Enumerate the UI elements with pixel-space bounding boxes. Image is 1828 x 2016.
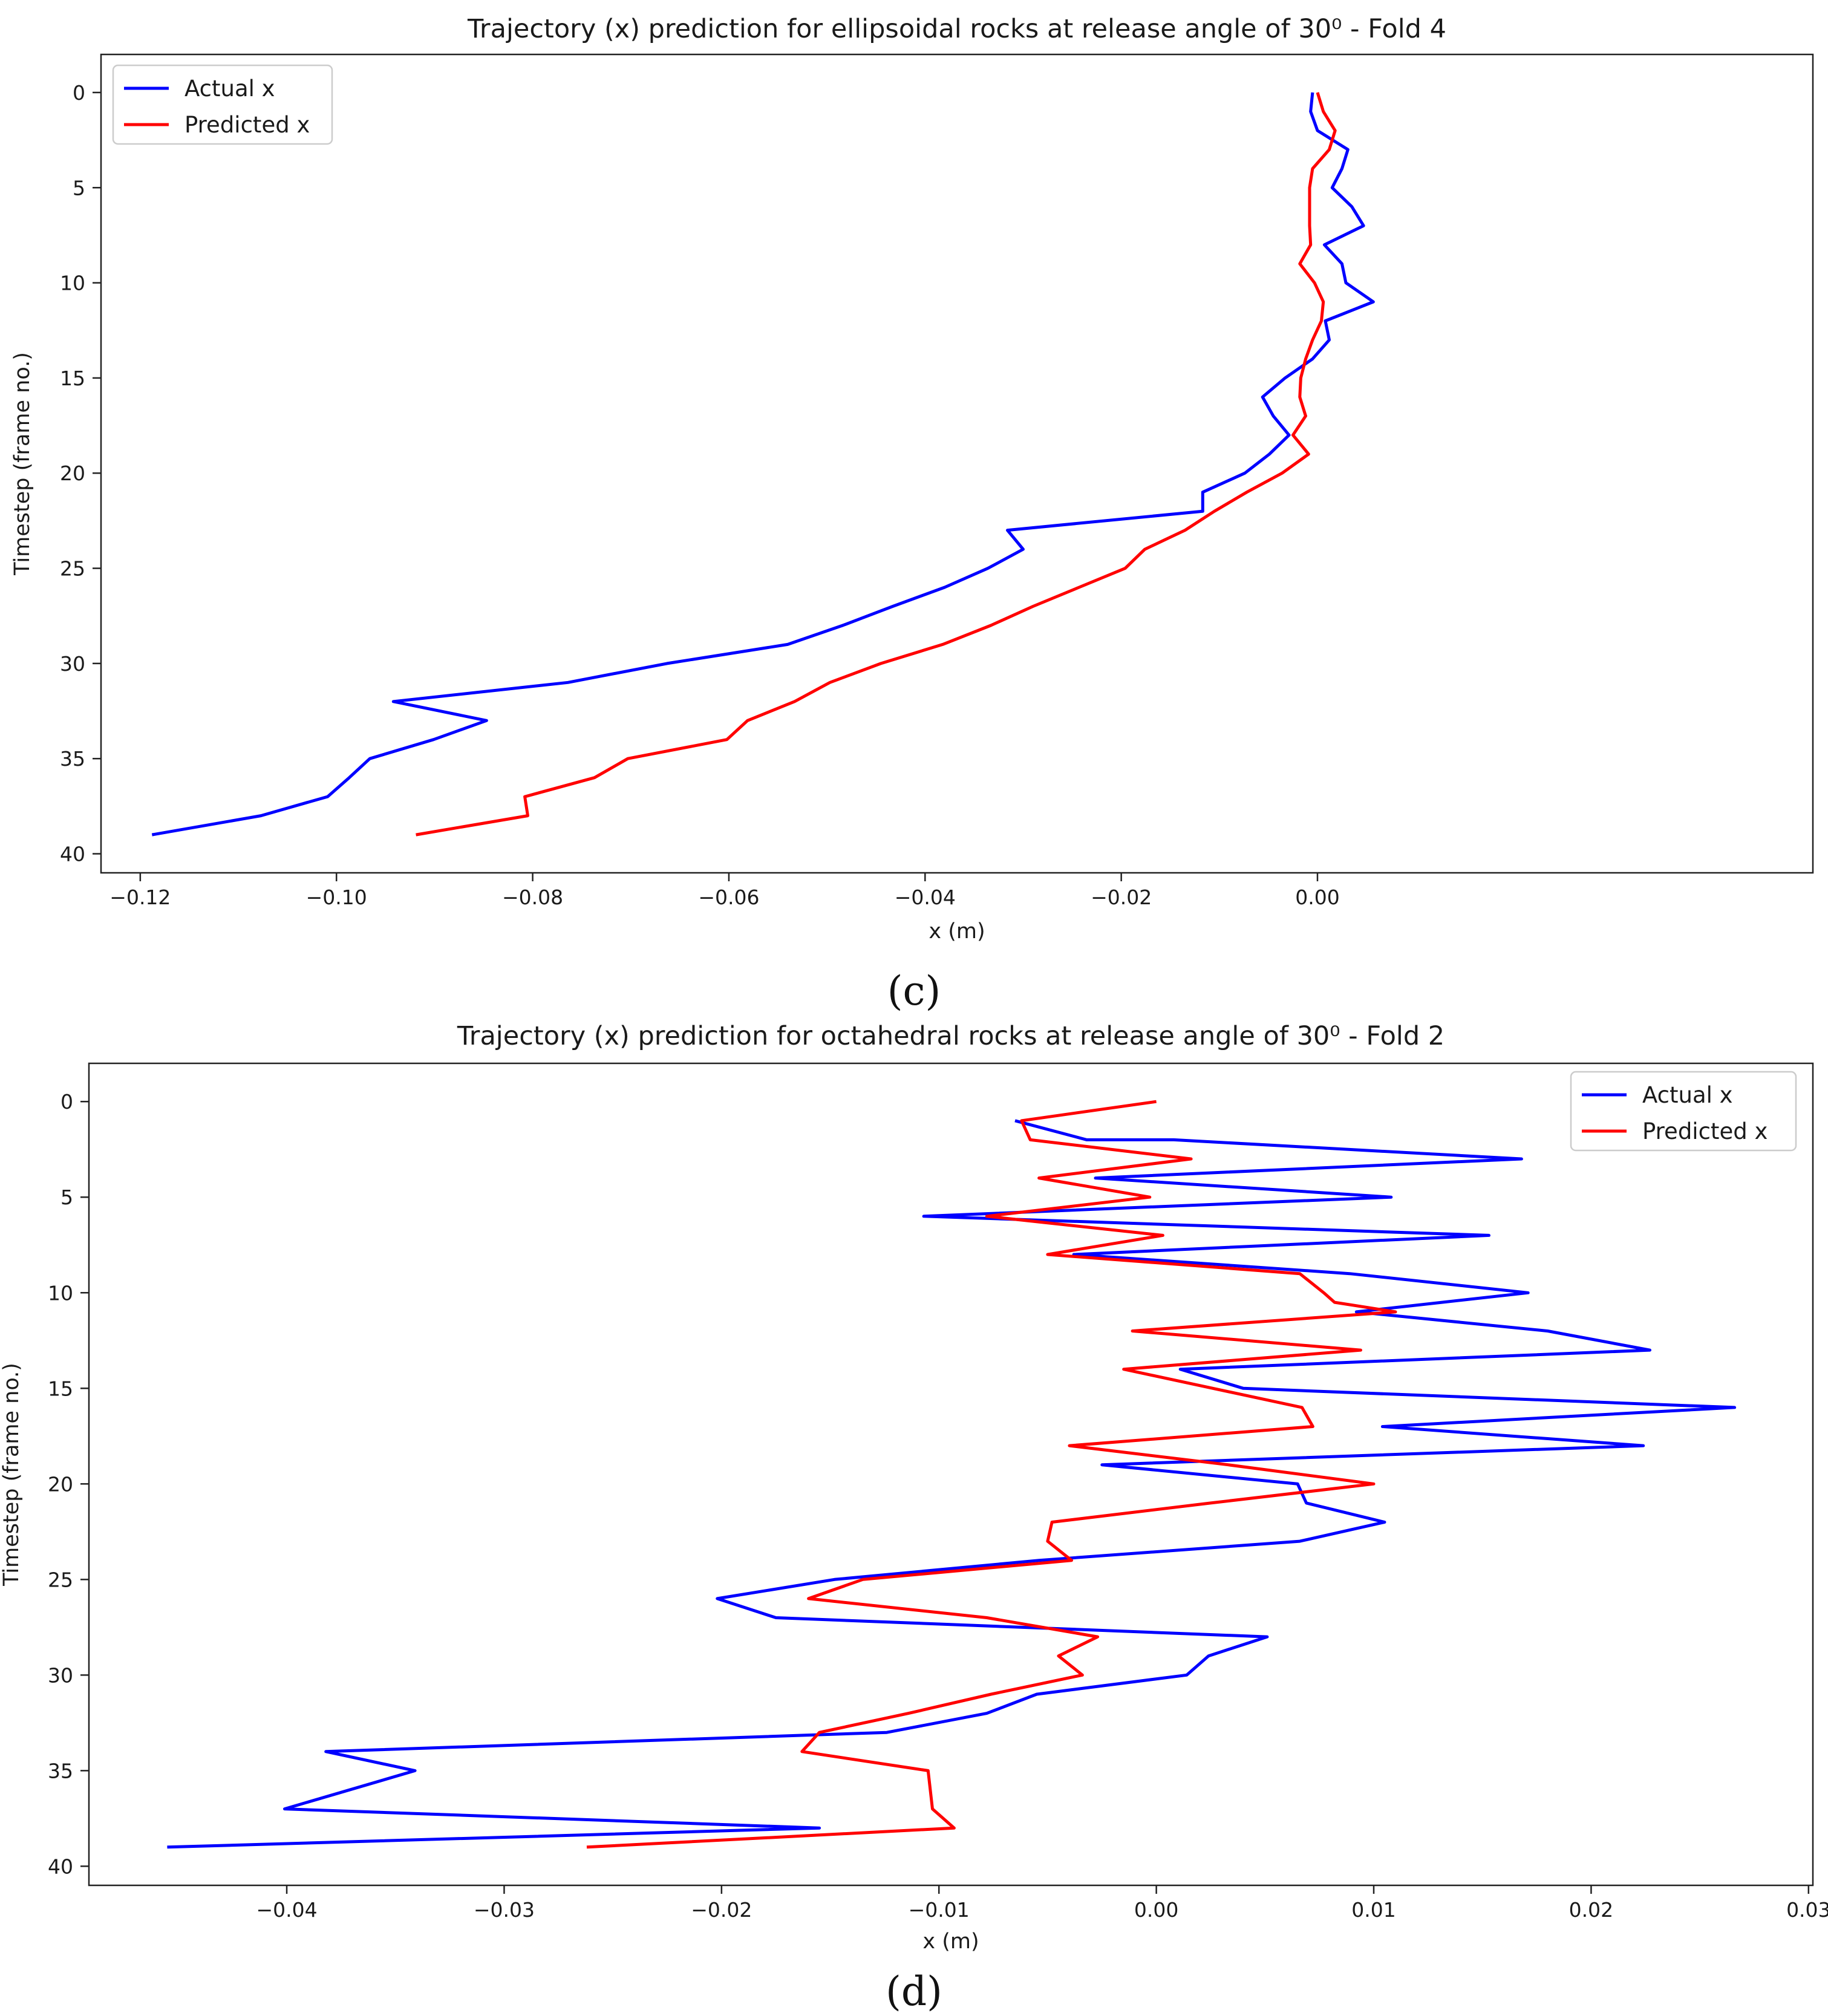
x-axis-label: x (m) — [929, 919, 985, 944]
plot-frame — [88, 1062, 1814, 1887]
y-tick-label: 35 — [48, 1759, 73, 1783]
y-tick-label: 40 — [48, 1855, 73, 1878]
chart-panel-1: Trajectory (x) prediction for ellipsoida… — [10, 14, 1814, 1014]
y-axis-label: Timestep (frame no.) — [0, 1363, 24, 1587]
x-tick-label: −0.02 — [1091, 886, 1152, 909]
x-tick-label: 0.02 — [1569, 1898, 1613, 1922]
legend-entry: Predicted x — [184, 112, 310, 138]
chart-title: Trajectory (x) prediction for ellipsoida… — [467, 14, 1446, 44]
plot-frame — [100, 53, 1814, 874]
series-line-predicted-x — [416, 92, 1337, 837]
y-tick-label: 5 — [60, 1186, 73, 1209]
series-line-actual-x — [167, 1119, 1737, 1849]
legend-box — [1570, 1071, 1797, 1152]
legend: Actual x Predicted x — [112, 64, 333, 145]
y-tick-label: 25 — [48, 1568, 73, 1591]
legend-entry: Actual x — [1642, 1082, 1733, 1108]
panel-label: (c) — [887, 968, 941, 1014]
x-tick-label: −0.08 — [502, 886, 563, 909]
y-tick-label: 0 — [73, 81, 85, 105]
y-tick-label: 20 — [60, 462, 85, 485]
y-tick-label: 15 — [48, 1377, 73, 1400]
series-line-actual-x — [151, 92, 1375, 837]
y-tick-label: 10 — [48, 1281, 73, 1305]
series-group — [151, 92, 1375, 837]
x-tick-label: −0.04 — [895, 886, 956, 909]
chart-title: Trajectory (x) prediction for octahedral… — [457, 1021, 1444, 1051]
x-tick-label: −0.12 — [109, 886, 171, 909]
x-tick-label: −0.01 — [909, 1898, 970, 1922]
y-tick-label: 20 — [48, 1472, 73, 1496]
y-tick-label: 5 — [73, 176, 85, 200]
x-tick-label: 0.00 — [1295, 886, 1339, 909]
legend: Actual x Predicted x — [1570, 1071, 1797, 1152]
y-tick-label: 10 — [60, 272, 85, 295]
y-tick-label: 15 — [60, 367, 85, 390]
y-tick-label: 40 — [60, 843, 85, 866]
x-tick-label: −0.06 — [698, 886, 759, 909]
y-axis-label: Timestep (frame no.) — [10, 352, 34, 576]
y-tick-label: 25 — [60, 557, 85, 581]
x-tick-label: −0.04 — [256, 1898, 317, 1922]
y-tick-label: 30 — [60, 652, 85, 676]
x-tick-label: 0.00 — [1134, 1898, 1178, 1922]
y-tick-label: 0 — [60, 1090, 73, 1114]
y-tick-label: 35 — [60, 747, 85, 771]
x-tick-label: 0.01 — [1351, 1898, 1395, 1922]
y-tick-label: 30 — [48, 1663, 73, 1687]
x-tick-label: −0.10 — [306, 886, 367, 909]
panel-label: (d) — [886, 1968, 942, 2015]
x-tick-label: 0.03 — [1786, 1898, 1828, 1922]
series-group — [167, 1100, 1737, 1849]
legend-entry: Actual x — [184, 76, 275, 102]
series-line-predicted-x — [586, 1100, 1397, 1849]
x-tick-label: −0.02 — [691, 1898, 752, 1922]
x-tick-label: −0.03 — [474, 1898, 535, 1922]
chart-panel-2: Trajectory (x) prediction for octahedral… — [0, 1021, 1828, 2015]
legend-entry: Predicted x — [1642, 1118, 1768, 1144]
x-axis-label: x (m) — [922, 1930, 979, 1954]
